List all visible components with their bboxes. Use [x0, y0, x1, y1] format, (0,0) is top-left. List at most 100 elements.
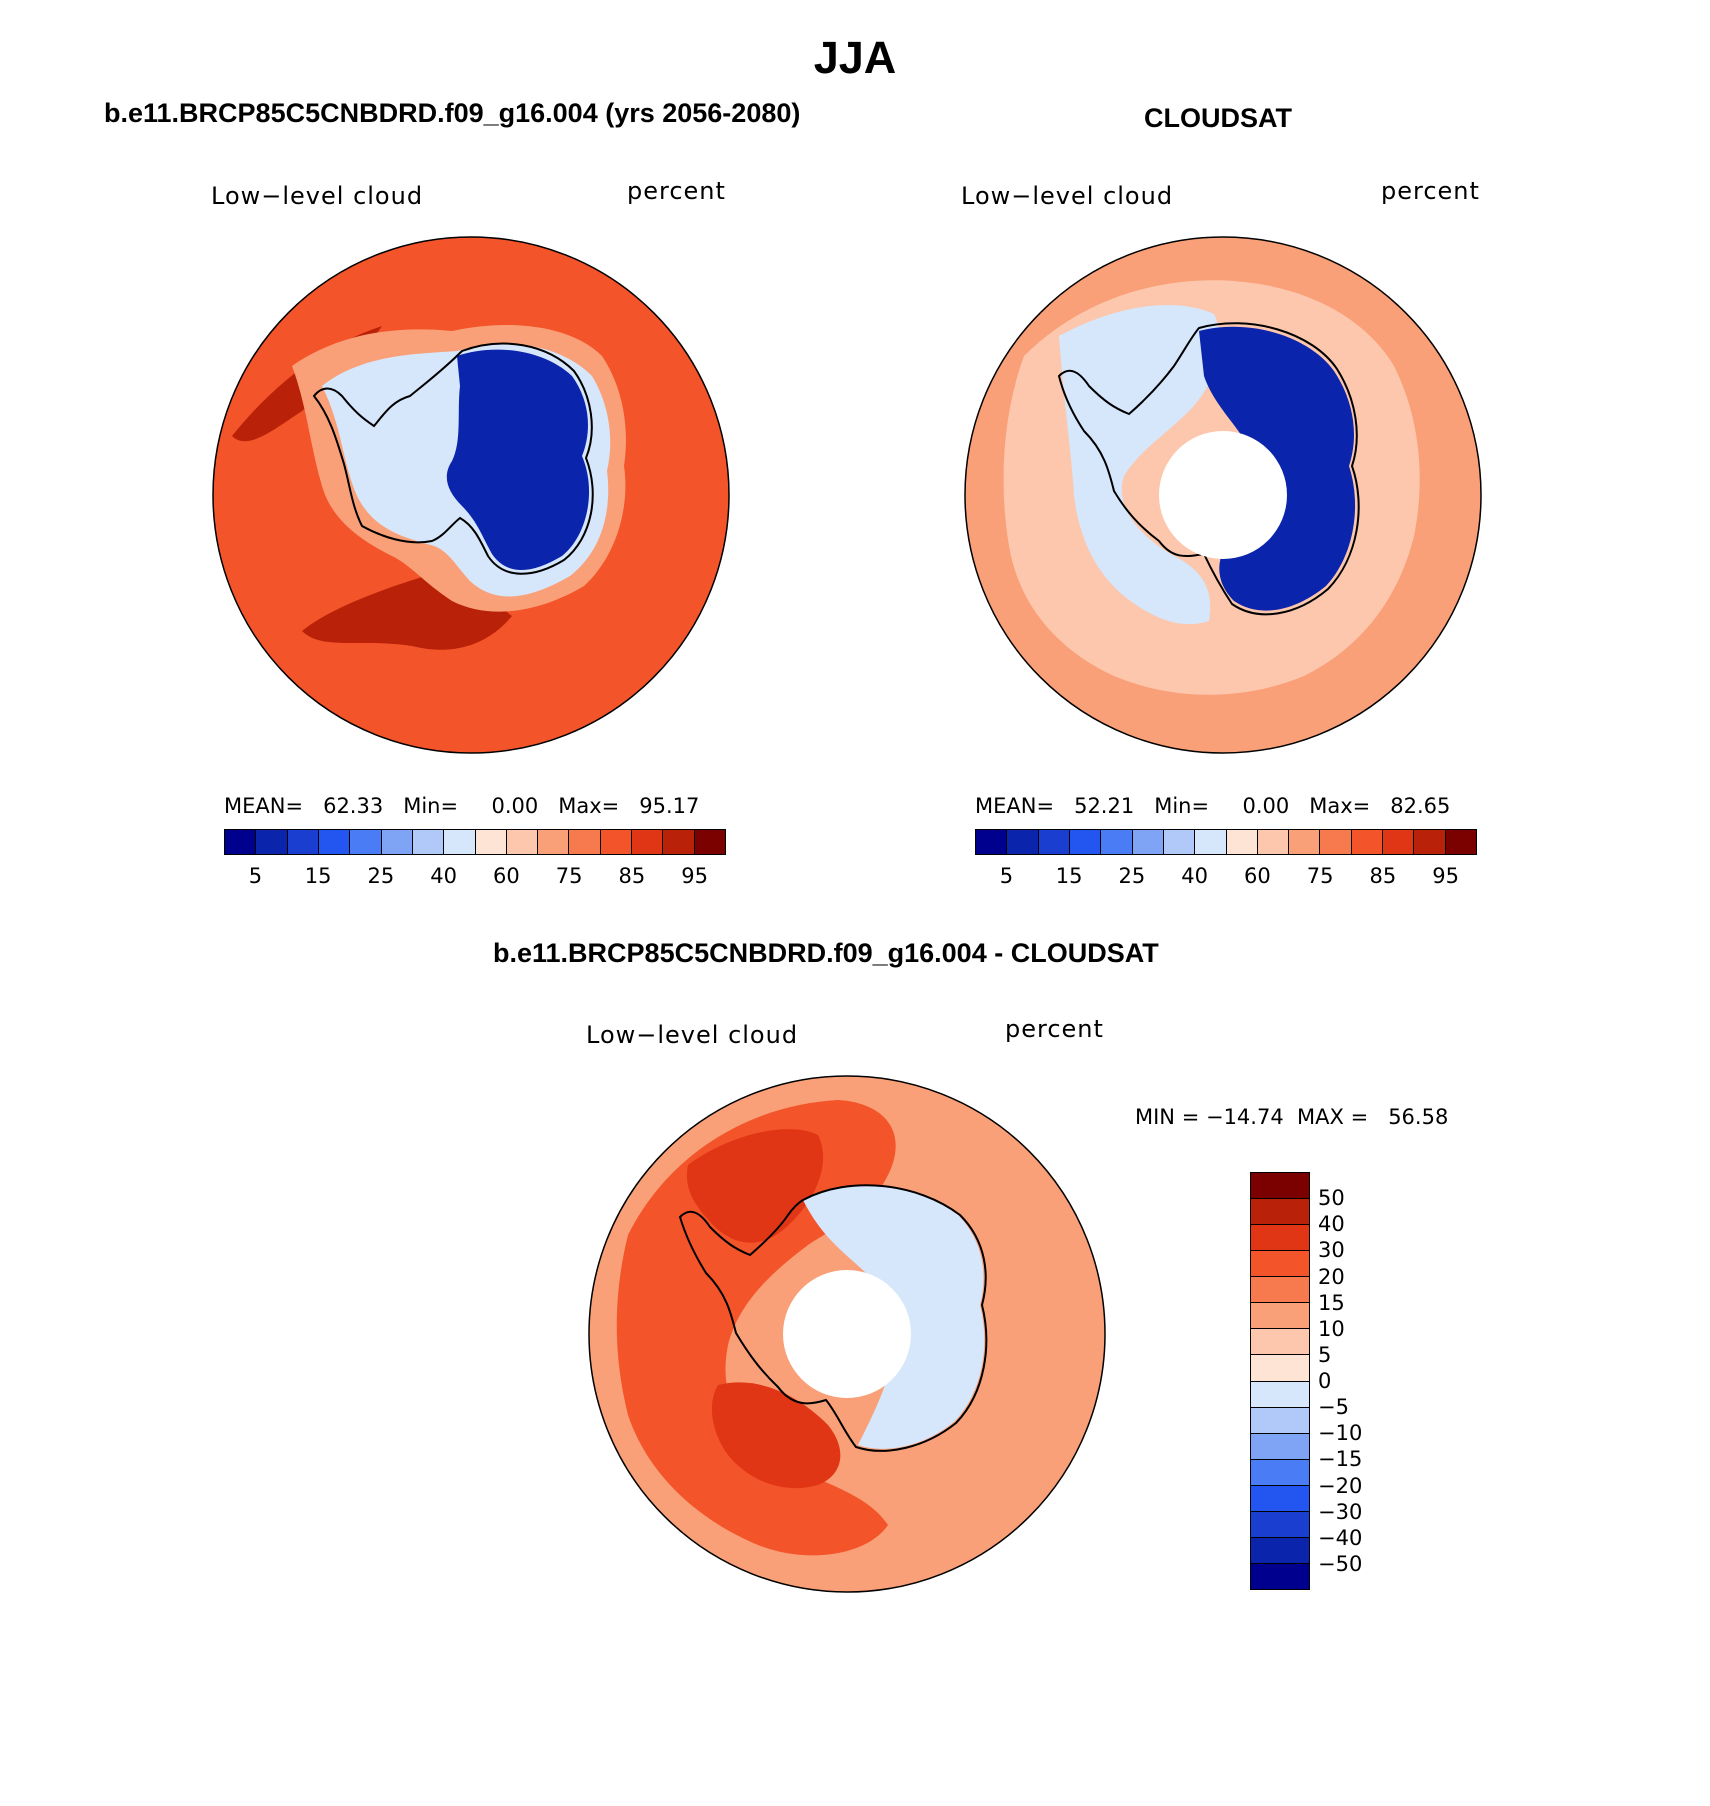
- colorbar-swatch: [1251, 1355, 1309, 1382]
- colorbar-swatch: [1383, 830, 1415, 854]
- colorbar-tick-label: 15: [1318, 1290, 1345, 1315]
- panel-2-missing-polar-cap: [1159, 431, 1287, 559]
- colorbar-swatch: [1251, 1199, 1309, 1226]
- panel-3-colorbar: [1250, 1172, 1310, 1590]
- colorbar-tick-label: 5: [248, 864, 263, 888]
- panel-2-units-label: percent: [1381, 177, 1480, 205]
- colorbar-tick-label: −50: [1318, 1551, 1363, 1576]
- colorbar-tick-label: −40: [1318, 1525, 1363, 1550]
- panel-2-map: [964, 236, 1482, 754]
- colorbar-tick-label: 10: [1318, 1316, 1345, 1341]
- colorbar-swatch: [1251, 1329, 1309, 1356]
- panel-3-colorbar-ticks: 50 40 30 20 15 10 5 0 −5 −10 −15 −20 −30 −40 −50: [1318, 1172, 1398, 1590]
- colorbar-swatch: [1251, 1277, 1309, 1304]
- panel-2-colorbar: [975, 829, 1477, 855]
- panel-3-ross-sea-field: [711, 1382, 841, 1489]
- colorbar-swatch: [1251, 1433, 1309, 1460]
- colorbar-swatch: [444, 830, 476, 854]
- colorbar-tick-label: 15: [1055, 864, 1083, 888]
- panel-1-colorbar: [224, 829, 726, 855]
- colorbar-tick-label: 5: [999, 864, 1014, 888]
- colorbar-swatch: [632, 830, 664, 854]
- colorbar-tick-label: −5: [1318, 1395, 1349, 1420]
- colorbar-tick-label: 40: [430, 864, 457, 888]
- colorbar-swatch: [569, 830, 601, 854]
- panel-1-units-label: percent: [627, 177, 726, 205]
- colorbar-swatch: [1007, 830, 1039, 854]
- colorbar-swatch: [506, 830, 539, 854]
- colorbar-swatch: [1226, 830, 1258, 854]
- colorbar-swatch: [1320, 830, 1352, 854]
- colorbar-swatch: [1251, 1225, 1309, 1252]
- colorbar-swatch: [1251, 1563, 1309, 1589]
- colorbar-swatch: [538, 830, 570, 854]
- colorbar-swatch: [1414, 830, 1446, 854]
- panel-2-colorbar-ticks: 5 15 25 40 60 75 85 95: [975, 864, 1477, 892]
- panel-2-title: CLOUDSAT: [1144, 103, 1292, 133]
- colorbar-tick-label: −15: [1318, 1447, 1363, 1472]
- colorbar-swatch: [1251, 1511, 1309, 1538]
- colorbar-swatch: [1251, 1381, 1309, 1408]
- colorbar-swatch: [1132, 830, 1164, 854]
- panel-2-antarctica-coastline: [1057, 322, 1360, 616]
- colorbar-tick-label: 75: [555, 864, 583, 888]
- colorbar-tick-label: −30: [1318, 1499, 1363, 1524]
- colorbar-tick-label: 30: [1318, 1238, 1345, 1263]
- panel-3-missing-polar-cap: [783, 1270, 911, 1398]
- panel-1-map: [212, 236, 730, 754]
- colorbar-swatch: [1163, 830, 1196, 854]
- panel-1-variable-label: Low−level cloud: [211, 182, 424, 210]
- colorbar-swatch: [694, 830, 725, 854]
- colorbar-swatch: [1069, 830, 1102, 854]
- panel-2-west-antarctica-field: [1059, 305, 1220, 625]
- colorbar-tick-label: 95: [681, 864, 708, 888]
- panel-1-stats: MEAN= 62.33 Min= 0.00 Max= 95.17: [224, 794, 700, 818]
- colorbar-tick-label: −20: [1318, 1473, 1363, 1498]
- colorbar-tick-label: 15: [304, 864, 332, 888]
- colorbar-tick-label: 85: [1369, 864, 1397, 888]
- colorbar-swatch: [1195, 830, 1227, 854]
- panel-3-antarctica-coastline: [678, 1184, 988, 1452]
- colorbar-tick-label: 0: [1318, 1369, 1332, 1393]
- colorbar-swatch: [1251, 1173, 1309, 1200]
- colorbar-swatch: [663, 830, 695, 854]
- colorbar-swatch: [1101, 830, 1133, 854]
- colorbar-tick-label: −10: [1318, 1421, 1363, 1446]
- colorbar-swatch: [1251, 1537, 1309, 1564]
- panel-1-antarctica-coastline: [312, 342, 594, 575]
- panel-2-variable-label: Low−level cloud: [961, 182, 1174, 210]
- colorbar-swatch: [1351, 830, 1384, 854]
- colorbar-swatch: [318, 830, 351, 854]
- panel-1-plateau-field: [446, 349, 590, 570]
- colorbar-swatch: [350, 830, 382, 854]
- colorbar-tick-label: 95: [1432, 864, 1459, 888]
- colorbar-tick-label: 50: [1318, 1186, 1345, 1211]
- colorbar-swatch: [412, 830, 445, 854]
- colorbar-swatch: [1251, 1459, 1309, 1486]
- panel-3-title: b.e11.BRCP85C5CNBDRD.f09_g16.004 - CLOUD…: [493, 938, 1159, 968]
- colorbar-tick-label: 40: [1181, 864, 1208, 888]
- colorbar-tick-label: 75: [1306, 864, 1334, 888]
- colorbar-swatch: [225, 830, 257, 854]
- panel-3-stats: MIN = −14.74 MAX = 56.58: [1135, 1105, 1449, 1129]
- colorbar-tick-label: 40: [1318, 1212, 1345, 1237]
- colorbar-swatch: [475, 830, 507, 854]
- colorbar-swatch: [1251, 1485, 1309, 1512]
- colorbar-tick-label: 25: [367, 864, 395, 888]
- panel-3-units-label: percent: [1005, 1015, 1104, 1043]
- colorbar-tick-label: 5: [1318, 1342, 1332, 1367]
- colorbar-tick-label: 25: [1118, 864, 1146, 888]
- colorbar-swatch: [976, 830, 1008, 854]
- figure-title: JJA: [813, 32, 897, 83]
- colorbar-swatch: [600, 830, 633, 854]
- colorbar-swatch: [1251, 1251, 1309, 1278]
- colorbar-swatch: [1289, 830, 1321, 854]
- colorbar-tick-label: 60: [493, 864, 520, 888]
- panel-1-title: b.e11.BRCP85C5CNBDRD.f09_g16.004 (yrs 20…: [104, 98, 801, 128]
- colorbar-swatch: [1257, 830, 1290, 854]
- panel-2-stats: MEAN= 52.21 Min= 0.00 Max= 82.65: [975, 794, 1451, 818]
- panel-3-map: [588, 1075, 1106, 1593]
- colorbar-swatch: [256, 830, 288, 854]
- colorbar-swatch: [287, 830, 319, 854]
- colorbar-swatch: [381, 830, 413, 854]
